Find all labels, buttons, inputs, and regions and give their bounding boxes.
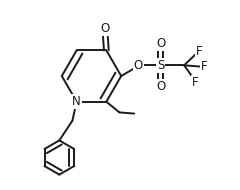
Text: O: O <box>134 59 143 72</box>
Text: S: S <box>157 59 165 72</box>
Text: F: F <box>192 76 199 89</box>
Text: O: O <box>156 80 165 93</box>
Text: F: F <box>196 45 202 58</box>
Text: N: N <box>72 95 81 108</box>
Text: O: O <box>101 22 110 35</box>
Text: F: F <box>201 60 207 73</box>
Text: O: O <box>156 37 165 50</box>
